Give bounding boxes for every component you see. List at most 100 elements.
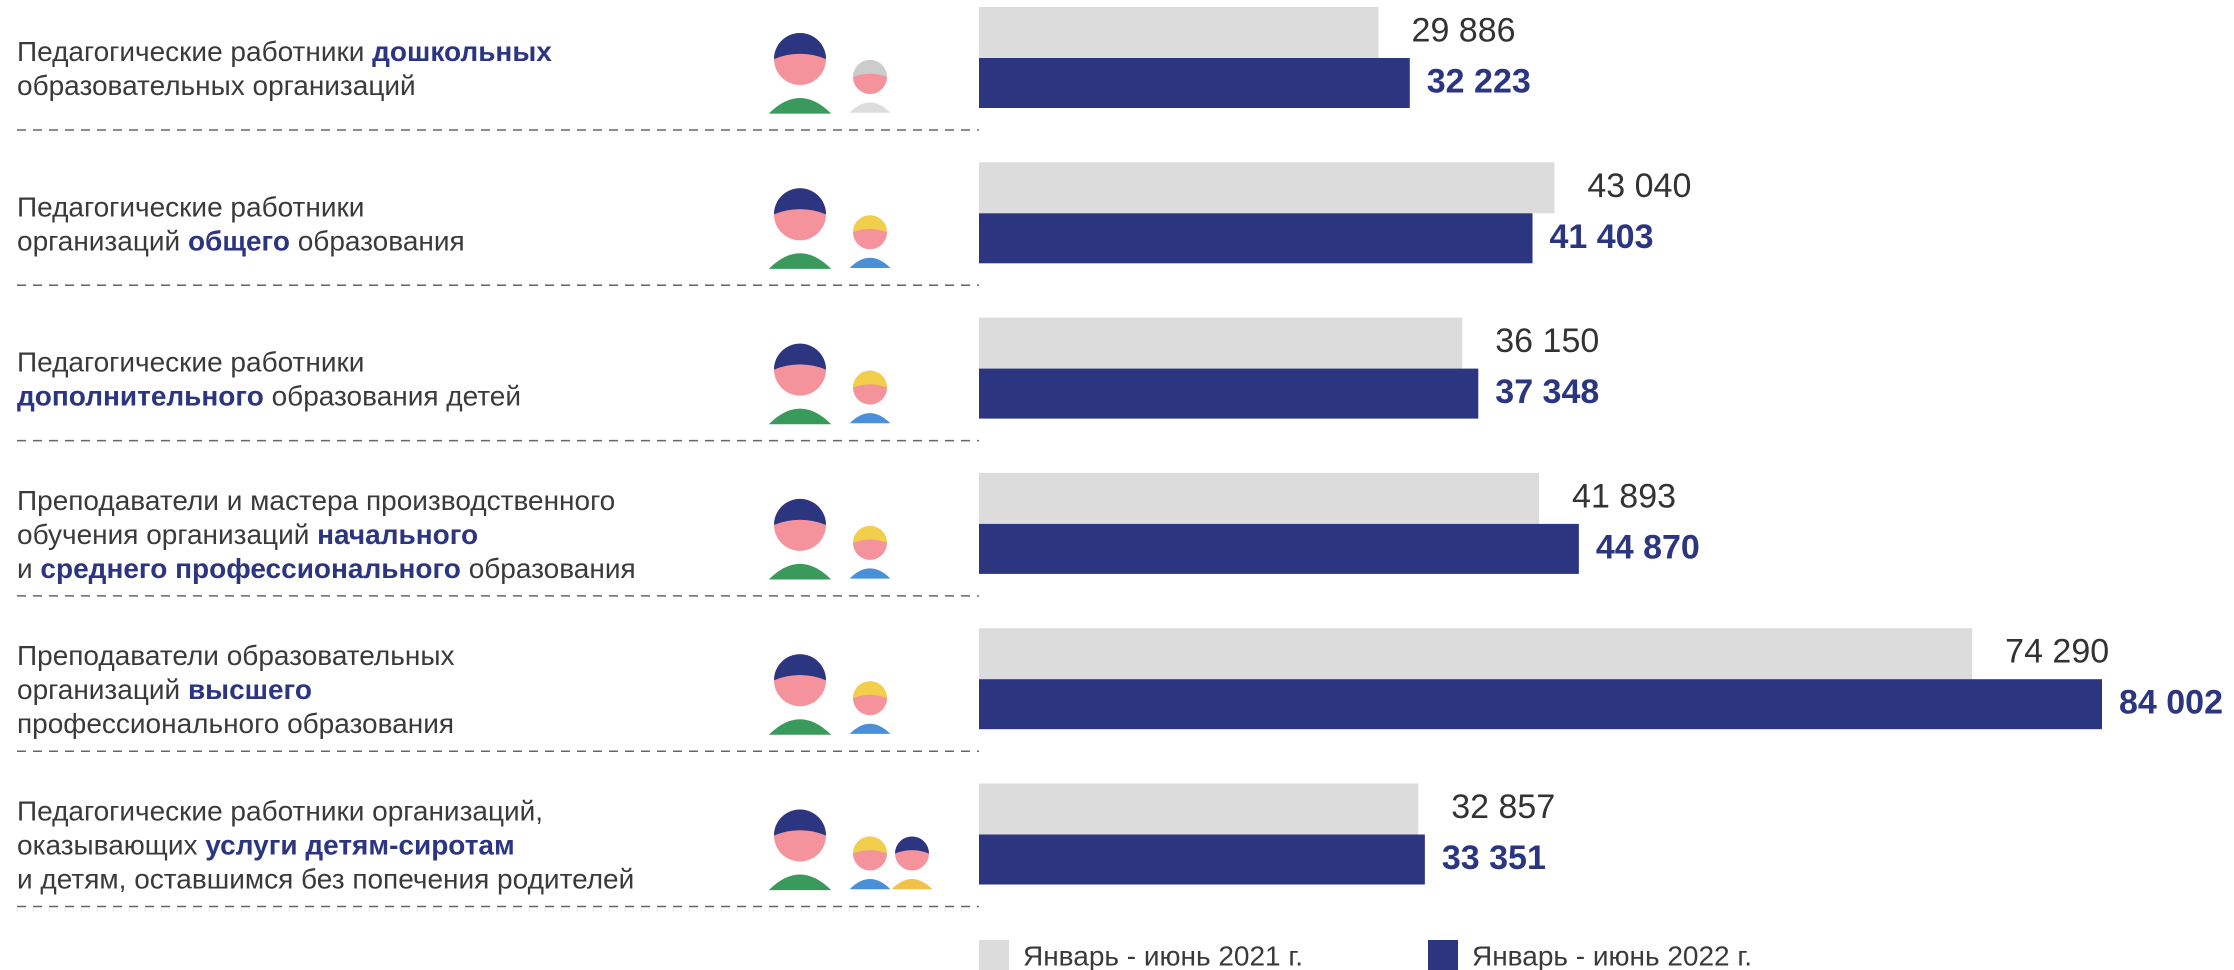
icon-hair <box>774 809 826 836</box>
icon-body <box>849 568 891 579</box>
value-label: 29 886 <box>1412 11 1516 49</box>
icon-body <box>768 563 832 580</box>
icon <box>768 498 891 580</box>
category-label-part: и детям, оставшимся без попечения родите… <box>17 864 634 895</box>
category-label-bold: среднего профессионального <box>40 553 461 584</box>
value-label: 36 150 <box>1495 322 1599 360</box>
icon-hair <box>774 188 826 215</box>
value-label: 74 290 <box>2005 633 2109 671</box>
category-label-part: и <box>17 553 40 584</box>
category-label: Педагогические работники организаций, <box>17 796 543 827</box>
value-label: 32 223 <box>1427 62 1531 100</box>
category-label-part: Педагогические работники организаций, <box>17 796 543 827</box>
value-label: 41 403 <box>1550 218 1654 256</box>
category-label: дополнительного образования детей <box>17 381 521 412</box>
bar <box>979 783 1419 835</box>
bar <box>979 213 1533 264</box>
category-label: организаций общего образования <box>17 226 465 257</box>
bar <box>979 317 1463 369</box>
category-label-part: Педагогические работники <box>17 36 372 67</box>
legend-swatch <box>979 940 1009 970</box>
icon-hair <box>774 654 826 681</box>
icon <box>768 343 891 425</box>
category-label-part: Педагогические работники <box>17 347 364 378</box>
icon-hair <box>853 215 887 233</box>
icon-hair <box>853 370 887 388</box>
bar <box>979 628 1973 680</box>
icon-body <box>768 98 832 114</box>
category-label: организаций высшего <box>17 675 312 706</box>
category-label-bold: дошкольных <box>372 36 552 67</box>
category-label-part: организаций <box>17 675 188 706</box>
icon-body <box>849 723 891 734</box>
icon <box>768 33 891 114</box>
icon-body <box>849 102 891 113</box>
icon-hair <box>853 836 887 854</box>
category-label-part: образовательных организаций <box>17 70 416 101</box>
icon-body <box>768 253 832 269</box>
legend-swatch <box>1428 940 1458 970</box>
category-label-part: профессионального образования <box>17 709 454 740</box>
category-label-bold: начального <box>317 519 478 550</box>
category-label: Педагогические работники <box>17 192 364 223</box>
category-label: профессионального образования <box>17 709 454 740</box>
icon-body <box>849 879 891 890</box>
icon-body <box>768 874 832 891</box>
category-label-part: образования <box>290 226 465 257</box>
category-label-part: образования <box>461 553 636 584</box>
icon-body <box>768 719 832 735</box>
category-label-part: организаций <box>17 226 188 257</box>
bar <box>979 472 1540 524</box>
category-label: оказывающих услуги детям-сиротам <box>17 830 515 861</box>
bar <box>979 523 1579 574</box>
value-label: 84 002 <box>2119 684 2223 722</box>
icon-hair <box>895 836 929 854</box>
category-label-part: образования детей <box>264 381 521 412</box>
icon <box>768 188 891 269</box>
icon <box>768 654 891 735</box>
category-label: Педагогические работники <box>17 347 364 378</box>
category-label-part: обучения организаций <box>17 519 317 550</box>
icon-body <box>891 879 933 890</box>
icon-body <box>768 408 832 425</box>
value-label: 32 857 <box>1451 788 1555 826</box>
bar <box>979 368 1479 419</box>
category-label-part: оказывающих <box>17 830 205 861</box>
icon-hair <box>774 33 826 59</box>
bar <box>979 834 1425 885</box>
category-label-bold: высшего <box>188 675 312 706</box>
legend-label: Январь - июнь 2021 г. <box>1023 940 1303 970</box>
category-label: Преподаватели и мастера производственног… <box>17 485 615 516</box>
value-label: 33 351 <box>1442 839 1546 877</box>
category-label-part: Педагогические работники <box>17 192 364 223</box>
value-label: 37 348 <box>1495 373 1599 411</box>
icon-hair <box>853 60 887 77</box>
category-label-bold: общего <box>188 226 290 257</box>
icon-hair <box>853 525 887 543</box>
category-label: образовательных организаций <box>17 70 416 101</box>
category-label: Педагогические работники дошкольных <box>17 36 552 67</box>
icon <box>768 809 933 891</box>
category-label: обучения организаций начального <box>17 519 478 550</box>
category-label-bold: услуги детям-сиротам <box>205 830 514 861</box>
bar <box>979 7 1379 58</box>
bar <box>979 679 2102 730</box>
icon-hair <box>853 681 887 699</box>
category-label: Преподаватели образовательных <box>17 641 454 672</box>
category-label-part: Преподаватели и мастера производственног… <box>17 485 615 516</box>
legend-label: Январь - июнь 2022 г. <box>1472 940 1752 970</box>
icon-hair <box>774 343 826 370</box>
category-label-bold: дополнительного <box>17 381 264 412</box>
category-label-part: Преподаватели образовательных <box>17 641 454 672</box>
value-label: 44 870 <box>1596 528 1700 566</box>
bar <box>979 162 1555 214</box>
value-label: 41 893 <box>1572 477 1676 515</box>
icon-body <box>849 413 891 424</box>
icon-hair <box>774 498 826 525</box>
icon-body <box>849 257 891 268</box>
value-label: 43 040 <box>1587 167 1691 205</box>
category-label: и среднего профессионального образования <box>17 553 636 584</box>
bar <box>979 58 1410 108</box>
category-label: и детям, оставшимся без попечения родите… <box>17 864 634 895</box>
